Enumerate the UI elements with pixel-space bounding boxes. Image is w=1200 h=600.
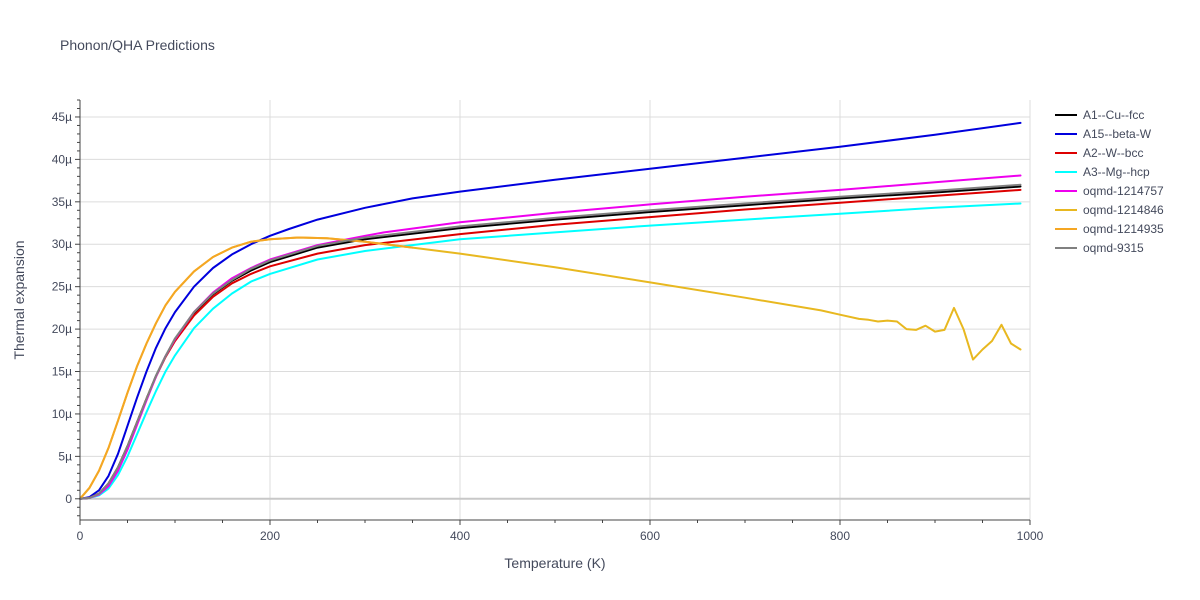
x-tick-label: 400 — [450, 529, 470, 543]
y-tick-label: 0 — [65, 492, 72, 506]
series-line-A2--W--bcc — [79, 188, 1022, 500]
x-tick-label: 600 — [640, 529, 660, 543]
legend-item-label[interactable]: oqmd-1214935 — [1083, 222, 1164, 236]
chart-title: Phonon/QHA Predictions — [60, 37, 215, 53]
y-tick-label: 20µ — [52, 322, 72, 336]
x-axis-title: Temperature (K) — [504, 555, 605, 571]
y-tick-label: 40µ — [52, 152, 72, 166]
legend-item-label[interactable]: oqmd-1214757 — [1083, 184, 1164, 198]
y-tick-label: 25µ — [52, 280, 72, 294]
series-line-oqmd-9315 — [79, 183, 1022, 500]
x-tick-label: 200 — [260, 529, 280, 543]
series-line-oqmd-1214757 — [79, 174, 1022, 500]
x-tick-label: 0 — [77, 529, 84, 543]
series-lines — [79, 121, 1022, 500]
x-tick-label: 800 — [830, 529, 850, 543]
y-tick-label: 35µ — [52, 195, 72, 209]
legend-item-label[interactable]: oqmd-9315 — [1083, 241, 1144, 255]
axes: 0 200 400 600 800 1000 0 5µ 10µ 15µ 20µ 25µ 30µ 35µ 40… — [52, 99, 1044, 543]
legend-item-label[interactable]: A3--Mg--hcp — [1083, 165, 1150, 179]
legend-item-label[interactable]: oqmd-1214846 — [1083, 203, 1164, 217]
y-tick-label: 15µ — [52, 365, 72, 379]
series-line-oqmd-1214935 — [79, 236, 414, 500]
series-line-A3--Mg--hcp — [79, 202, 1022, 500]
y-tick-label: 30µ — [52, 237, 72, 251]
legend-item-label[interactable]: A2--W--bcc — [1083, 146, 1143, 160]
series-line-oqmd-1214846 — [79, 236, 1022, 500]
y-tick-label: 10µ — [52, 407, 72, 421]
y-tick-label: 45µ — [52, 110, 72, 124]
legend-item-label[interactable]: A1--Cu--fcc — [1083, 108, 1144, 122]
y-axis-title: Thermal expansion — [11, 240, 27, 359]
y-tick-label: 5µ — [58, 449, 72, 463]
grid — [80, 100, 1031, 520]
legend-item-label[interactable]: A15--beta-W — [1083, 127, 1152, 141]
x-tick-label: 1000 — [1017, 529, 1044, 543]
legend: A1--Cu--fcc A15--beta-W A2--W--bcc A3--Mg--… — [1055, 108, 1164, 255]
series-line-A15--beta-W — [79, 121, 1022, 500]
